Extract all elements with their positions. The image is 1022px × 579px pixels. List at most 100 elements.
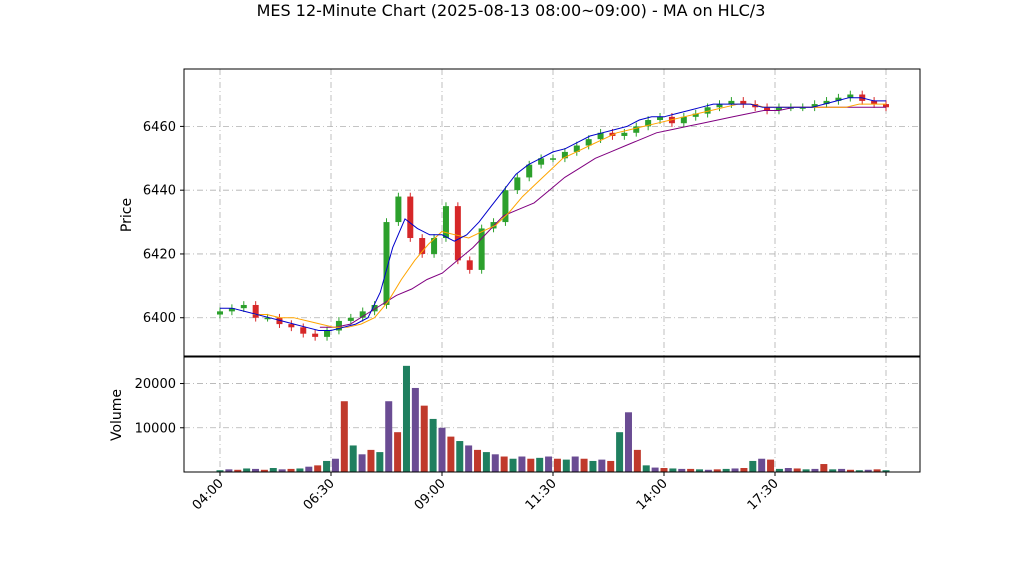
volume-bar-48	[642, 465, 650, 472]
volume-bar-73	[864, 469, 872, 472]
volume-bar-72	[855, 470, 863, 472]
volume-bar-58	[731, 468, 739, 472]
volume-bar-59	[740, 468, 748, 472]
volume-bar-45	[616, 432, 624, 472]
volume-panel-frame	[183, 356, 921, 473]
candle-body-23	[490, 222, 497, 229]
x-tick-label-1: 06:30	[301, 476, 338, 513]
volume-ytick-label-0: 10000	[135, 421, 176, 436]
volume-ytick-label-1: 20000	[135, 377, 176, 392]
volume-bar-7	[278, 469, 286, 472]
candle-body-37	[657, 116, 664, 121]
volume-bar-40	[571, 456, 579, 472]
x-tick-label-5: 17:30	[745, 476, 782, 513]
price-ytick-label-1: 6420	[143, 247, 176, 262]
volume-bar-33	[509, 458, 517, 472]
candle-body-51	[823, 100, 830, 105]
volume-bar-34	[518, 456, 526, 472]
candle-body-42	[716, 104, 723, 108]
candle-body-26	[526, 164, 533, 178]
volume-bar-6	[269, 468, 277, 472]
candle-body-2	[240, 304, 247, 309]
volume-bar-46	[624, 412, 632, 472]
volume-bar-14	[340, 401, 348, 472]
price-grid	[184, 69, 920, 356]
volume-bar-32	[500, 456, 508, 472]
volume-bar-52	[678, 468, 686, 472]
volume-bar-22	[411, 387, 419, 472]
volume-bar-51	[669, 468, 677, 472]
candle-body-7	[300, 327, 307, 334]
candle-body-4	[264, 317, 271, 320]
x-tick-label-0: 04:00	[190, 476, 227, 513]
volume-bar-38	[553, 458, 561, 472]
volume-bar-75	[882, 470, 890, 472]
volume-bar-49	[651, 467, 659, 472]
volume-bar-27	[456, 441, 464, 472]
volume-grid	[184, 357, 920, 472]
candle-body-24	[502, 190, 509, 223]
candle-body-11	[347, 317, 354, 321]
candle-body-47	[775, 107, 782, 111]
ma-slow-line	[319, 106, 886, 328]
candle-body-43	[728, 100, 735, 105]
candle-body-32	[597, 132, 604, 140]
candle-body-53	[847, 94, 854, 98]
volume-bar-28	[465, 445, 473, 472]
candle-body-20	[454, 206, 461, 261]
candle-body-27	[538, 158, 545, 165]
volume-bar-15	[349, 445, 357, 472]
candle-body-41	[704, 107, 711, 114]
candle-body-12	[359, 311, 366, 318]
volume-bar-30	[482, 452, 490, 472]
candle-body-5	[276, 317, 283, 325]
candle-body-1	[228, 308, 235, 312]
candle-body-56	[883, 104, 889, 108]
candlesticks	[217, 90, 889, 341]
candle-body-21	[466, 260, 473, 270]
candle-body-17	[419, 238, 426, 254]
volume-bar-62	[767, 459, 775, 472]
x-tick-label-4: 14:00	[634, 476, 671, 513]
volume-bar-68	[820, 464, 828, 472]
volume-bar-18	[376, 452, 384, 472]
volume-bar-26	[447, 436, 455, 472]
candle-body-9	[324, 330, 331, 337]
volume-bar-1	[225, 469, 233, 472]
volume-bar-74	[873, 469, 881, 472]
volume-bar-16	[358, 454, 366, 472]
volume-bar-2	[234, 469, 242, 472]
candle-body-55	[871, 100, 878, 105]
x-tick-label-2: 09:00	[412, 476, 449, 513]
volume-bar-69	[829, 469, 837, 472]
volume-bar-4	[252, 468, 260, 472]
volume-bars	[216, 365, 890, 472]
volume-bar-20	[394, 432, 402, 472]
ma-mid-line	[253, 103, 886, 328]
candle-body-8	[312, 333, 319, 337]
volume-bar-10	[305, 466, 313, 472]
volume-bar-56	[713, 469, 721, 472]
volume-bar-0	[216, 470, 224, 472]
volume-bar-61	[758, 458, 766, 472]
volume-bar-57	[722, 468, 730, 472]
volume-bar-41	[580, 458, 588, 472]
volume-bar-60	[749, 460, 757, 472]
candle-body-44	[740, 100, 747, 105]
candle-body-25	[514, 177, 521, 191]
candle-body-14	[383, 222, 390, 305]
volume-bar-31	[491, 454, 499, 472]
x-ticks: 04:00 06:30 09:00 11:30 14:00 17:30	[190, 472, 887, 513]
volume-bar-25	[438, 427, 446, 472]
volume-bar-65	[793, 468, 801, 472]
x-tick-label-3: 11:30	[523, 476, 560, 513]
candle-body-28	[550, 158, 556, 160]
candle-body-50	[811, 104, 818, 108]
candle-body-13	[371, 304, 378, 312]
candle-body-18	[431, 238, 438, 254]
volume-bar-55	[704, 469, 712, 472]
candle-body-40	[692, 113, 699, 117]
candle-body-46	[764, 107, 771, 111]
candle-body-6	[288, 324, 295, 328]
